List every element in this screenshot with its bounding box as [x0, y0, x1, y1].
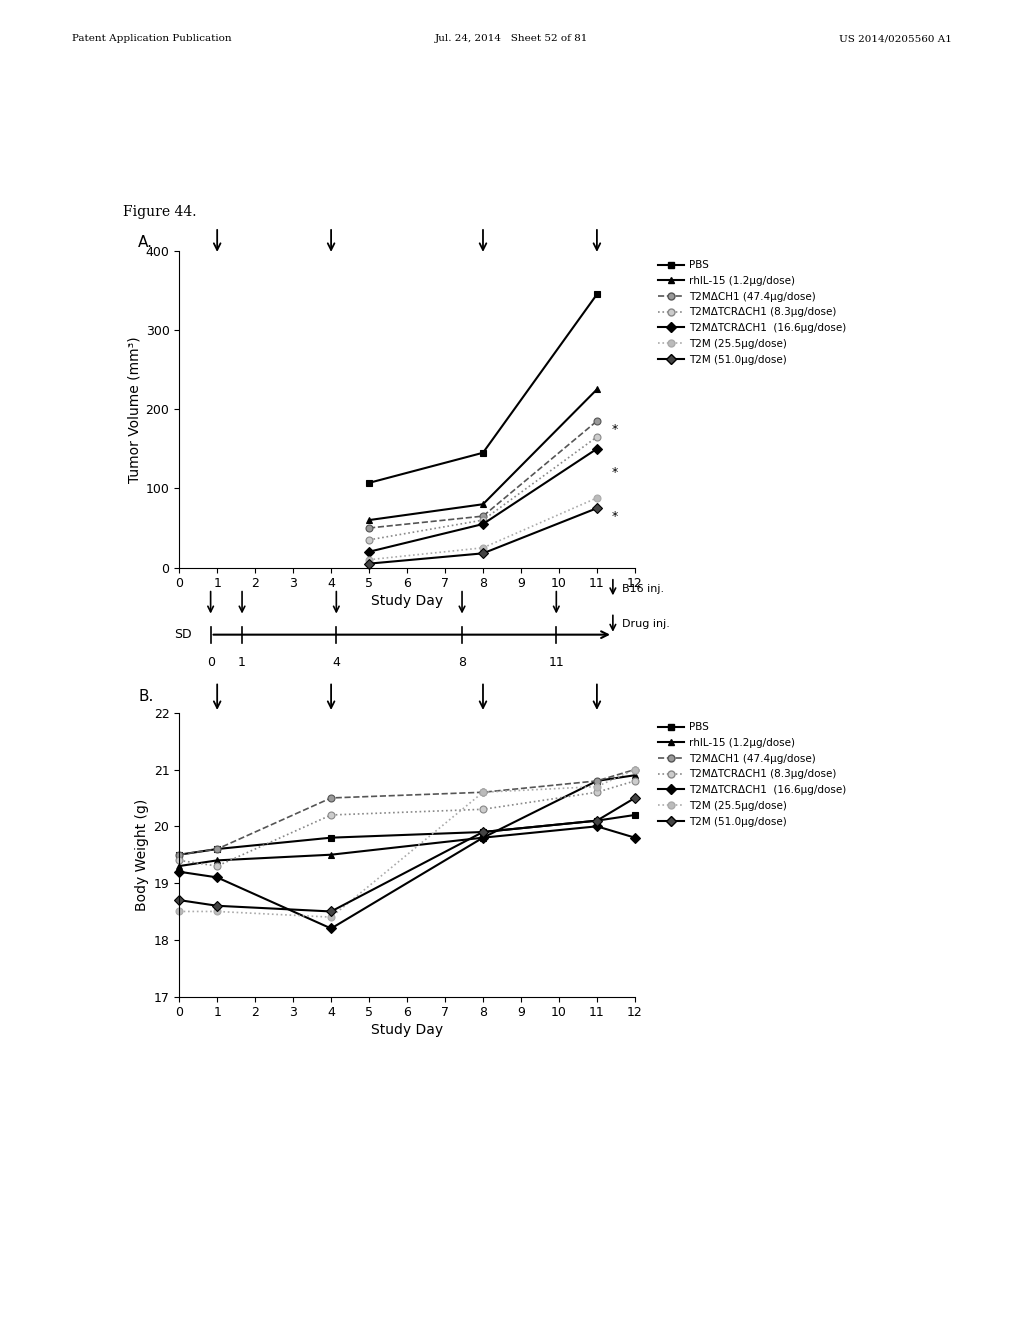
Legend: PBS, rhIL-15 (1.2μg/dose), T2MΔCH1 (47.4μg/dose), T2MΔTCRΔCH1 (8.3μg/dose), T2MΔ: PBS, rhIL-15 (1.2μg/dose), T2MΔCH1 (47.4… [653, 256, 851, 368]
Text: Figure 44.: Figure 44. [123, 205, 197, 219]
Text: *: * [612, 466, 618, 479]
Text: *: * [612, 422, 618, 436]
Text: 8: 8 [458, 656, 466, 669]
Text: A.: A. [138, 235, 154, 249]
Text: US 2014/0205560 A1: US 2014/0205560 A1 [840, 34, 952, 44]
Text: 0: 0 [207, 656, 215, 669]
X-axis label: Study Day: Study Day [371, 594, 443, 609]
Y-axis label: Body Weight (g): Body Weight (g) [135, 799, 150, 911]
Text: 4: 4 [333, 656, 340, 669]
Text: B.: B. [138, 689, 154, 704]
Text: Drug inj.: Drug inj. [623, 619, 670, 630]
Text: B16 inj.: B16 inj. [623, 583, 665, 594]
Text: *: * [612, 510, 618, 523]
Y-axis label: Tumor Volume (mm³): Tumor Volume (mm³) [127, 335, 141, 483]
Legend: PBS, rhIL-15 (1.2μg/dose), T2MΔCH1 (47.4μg/dose), T2MΔTCRΔCH1 (8.3μg/dose), T2MΔ: PBS, rhIL-15 (1.2μg/dose), T2MΔCH1 (47.4… [653, 718, 851, 830]
X-axis label: Study Day: Study Day [371, 1023, 443, 1038]
Text: 11: 11 [549, 656, 564, 669]
Text: SD: SD [174, 628, 191, 642]
Text: 1: 1 [239, 656, 246, 669]
Text: Patent Application Publication: Patent Application Publication [72, 34, 231, 44]
Text: Jul. 24, 2014   Sheet 52 of 81: Jul. 24, 2014 Sheet 52 of 81 [435, 34, 589, 44]
